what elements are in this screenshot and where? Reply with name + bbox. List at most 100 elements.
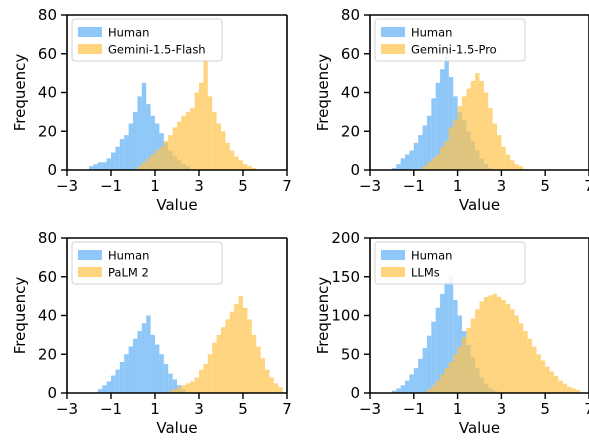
y-tick-label: 80 <box>38 6 57 24</box>
legend-label: Human <box>108 26 149 40</box>
histogram-bar <box>492 123 498 170</box>
histogram-bar <box>501 300 506 393</box>
legend-label: PaLM 2 <box>108 266 149 280</box>
x-tick-label: 5 <box>540 177 550 195</box>
histogram-bar <box>405 380 410 393</box>
histogram-bar <box>514 164 519 170</box>
histogram-bar <box>141 162 147 170</box>
histogram-bar <box>190 381 195 394</box>
histogram-bar <box>256 346 261 393</box>
histogram-bar <box>190 108 195 170</box>
x-tick-label: 5 <box>238 177 248 195</box>
histogram-bar <box>545 366 550 393</box>
histogram-bar <box>221 131 226 170</box>
histogram-bar <box>106 158 111 171</box>
histogram-bar <box>207 354 213 393</box>
histogram-bar <box>150 154 155 170</box>
y-tick-label: 20 <box>38 345 57 363</box>
x-tick-label: −3 <box>359 400 381 418</box>
y-axis-label: Frequency <box>11 54 29 132</box>
histogram-bar <box>238 160 243 170</box>
histogram-bar <box>448 362 454 393</box>
legend-box <box>374 241 526 285</box>
histogram-bar <box>172 379 177 393</box>
y-tick-label: 40 <box>38 84 57 102</box>
histogram-bar <box>97 162 103 170</box>
legend-label: Human <box>108 249 149 263</box>
y-tick-label: 150 <box>331 268 360 286</box>
histogram-bar <box>163 363 169 393</box>
histogram-bar <box>155 344 160 393</box>
histogram-bar <box>251 168 257 170</box>
histogram-bar <box>229 311 235 394</box>
x-axis-label: Value <box>156 196 197 214</box>
legend: Human PaLM 2 <box>71 241 223 285</box>
histogram-bar <box>492 293 498 393</box>
histogram-bar <box>265 369 270 393</box>
y-tick-label: 0 <box>47 161 57 179</box>
histogram-bar <box>475 73 480 171</box>
histogram-bar <box>212 342 217 394</box>
y-tick-label: 40 <box>38 307 57 325</box>
histogram-bar <box>238 296 243 394</box>
x-tick-label: 5 <box>540 400 550 418</box>
histogram-bar <box>448 77 454 170</box>
histogram-bar <box>510 309 515 393</box>
histogram-bar <box>168 391 173 393</box>
y-tick-label: 0 <box>350 384 360 402</box>
x-axis-label: Value <box>459 419 500 437</box>
histogram-bar <box>111 375 116 393</box>
y-tick-label: 60 <box>38 45 57 63</box>
histogram-bar <box>177 121 182 170</box>
histogram-bar <box>483 92 489 170</box>
histogram-bar <box>435 380 441 393</box>
histogram-bar <box>181 115 186 170</box>
histogram-bar <box>418 358 423 393</box>
histogram-bar <box>159 354 164 393</box>
histogram-bar <box>168 135 173 171</box>
histogram-bar <box>422 348 427 393</box>
histogram-bar <box>470 80 476 171</box>
histogram-bar <box>470 318 476 393</box>
histogram-bar <box>422 125 427 170</box>
legend-swatch <box>78 250 102 260</box>
histogram-bar <box>194 377 199 393</box>
legend-swatch <box>78 27 102 37</box>
x-axis-label: Value <box>156 419 197 437</box>
legend-swatch <box>381 267 405 277</box>
legend-label: Gemini-1.5-Flash <box>108 43 206 57</box>
x-tick-label: 7 <box>584 177 589 195</box>
histogram-bar <box>102 385 107 393</box>
histogram-bar <box>457 106 462 170</box>
histogram-bar <box>185 383 191 393</box>
histogram-bar <box>207 96 213 171</box>
histogram-bar <box>405 154 410 170</box>
histogram-bar <box>199 82 204 170</box>
histogram-bar <box>475 309 480 393</box>
histogram-bar <box>225 142 230 171</box>
histogram-bar <box>150 334 155 394</box>
histogram-bar <box>391 390 397 393</box>
histogram-bar <box>413 142 419 171</box>
histogram-bar <box>422 166 427 171</box>
legend-label: Gemini-1.5-Pro <box>411 43 497 57</box>
histogram-bar <box>111 152 116 170</box>
histogram-bar <box>146 315 151 393</box>
y-tick-label: 200 <box>331 229 360 247</box>
chart-panel-3: −3 −1 1 3 5 7 0 20 40 60 80 Value Frequency Human PaLM… <box>11 229 292 437</box>
x-tick-label: 1 <box>150 177 160 195</box>
histogram-bar <box>497 296 502 393</box>
histogram-bar <box>488 108 493 170</box>
histogram-bar <box>133 111 138 171</box>
histogram-bar <box>453 300 458 393</box>
histogram-bar <box>536 354 541 393</box>
histogram-bar <box>247 319 252 394</box>
y-tick-label: 60 <box>341 45 360 63</box>
histogram-bar <box>146 158 151 171</box>
y-tick-label: 80 <box>341 6 360 24</box>
histogram-bar <box>448 127 454 171</box>
histogram-bar <box>247 166 252 171</box>
x-tick-label: 3 <box>497 400 507 418</box>
histogram-bar <box>124 135 129 171</box>
histogram-bar <box>396 388 401 393</box>
